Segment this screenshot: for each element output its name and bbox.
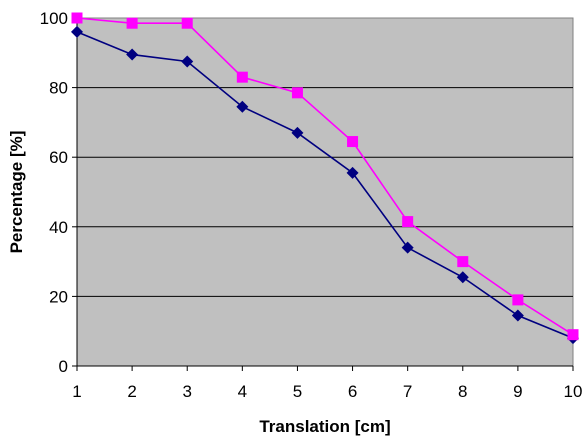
series-line	[76, 17, 574, 336]
data-point-diamond	[291, 126, 304, 139]
x-axis-ticks: 1 2 3 4 5 6 7 8 9 10	[72, 365, 583, 401]
y-tick-label: 0	[59, 357, 68, 376]
series-line	[76, 31, 574, 339]
data-point-diamond	[346, 166, 359, 179]
data-point-square	[402, 216, 414, 228]
data-point-square	[512, 294, 524, 306]
data-point-square	[567, 329, 579, 341]
y-tick-label: 40	[49, 218, 68, 237]
y-tick-label: 100	[40, 9, 68, 28]
data-point-diamond	[511, 309, 524, 322]
y-tick-label: 60	[49, 148, 68, 167]
x-tick-label: 3	[182, 382, 191, 401]
data-point-square	[457, 256, 469, 268]
series-2	[71, 12, 579, 341]
plot-area	[76, 17, 574, 367]
x-axis-title: Translation [cm]	[259, 417, 390, 436]
x-tick-label: 6	[348, 382, 357, 401]
data-point-diamond	[126, 48, 139, 61]
series-layer	[71, 12, 579, 345]
data-point-square	[181, 17, 193, 29]
data-point-diamond	[71, 25, 83, 38]
y-tick-label: 80	[49, 79, 68, 98]
x-tick-label: 5	[293, 382, 302, 401]
y-tick-label: 20	[49, 287, 68, 306]
y-axis-ticks: 0 20 40 60 80 100	[40, 9, 78, 376]
data-point-diamond	[456, 271, 469, 284]
x-tick-label: 2	[127, 382, 136, 401]
data-point-square	[347, 136, 359, 148]
x-tick-label: 8	[458, 382, 467, 401]
data-point-square	[71, 12, 83, 24]
x-tick-label: 1	[72, 382, 81, 401]
x-tick-label: 4	[238, 382, 247, 401]
data-point-square	[236, 71, 248, 83]
data-point-diamond	[181, 55, 194, 68]
x-tick-label: 10	[564, 382, 583, 401]
data-point-square	[126, 17, 138, 29]
data-point-diamond	[401, 241, 414, 254]
data-point-diamond	[236, 100, 249, 113]
x-tick-label: 9	[513, 382, 522, 401]
data-point-square	[291, 87, 303, 99]
y-axis-title: Percentage [%]	[7, 131, 26, 254]
x-tick-label: 7	[403, 382, 412, 401]
